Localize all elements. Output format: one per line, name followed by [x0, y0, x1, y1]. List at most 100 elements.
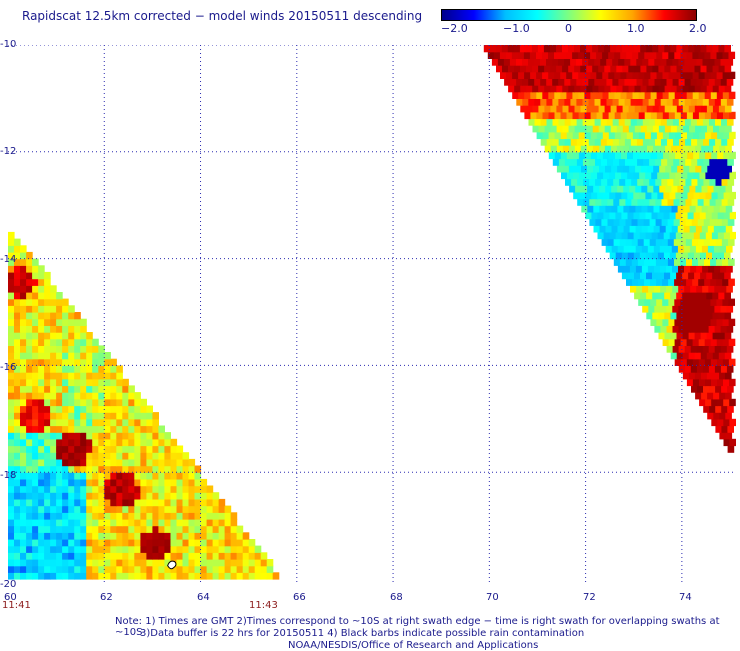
wind-diff-cell [128, 392, 135, 400]
wind-diff-cell [644, 111, 652, 120]
wind-diff-cell [710, 91, 718, 99]
wind-diff-cell [116, 458, 123, 467]
wind-diff-cell [86, 505, 93, 513]
wind-diff-cell [248, 539, 256, 547]
wind-diff-cell [544, 65, 551, 73]
wind-diff-cell [633, 231, 641, 240]
wind-diff-cell [152, 559, 159, 567]
wind-diff-cell [146, 512, 153, 520]
wind-diff-cell [526, 65, 533, 73]
wind-diff-cell [248, 545, 256, 553]
wind-diff-cell [74, 478, 81, 487]
wind-diff-cell [637, 198, 644, 206]
wind-diff-cell [14, 318, 21, 326]
wind-diff-cell [50, 465, 57, 473]
wind-diff-cell [628, 105, 636, 113]
wind-diff-cell [656, 318, 663, 326]
wind-diff-cell [700, 372, 708, 380]
wind-diff-cell [218, 565, 226, 573]
wind-diff-cell [717, 418, 724, 427]
wind-diff-cell [140, 425, 147, 433]
wind-diff-cell [666, 345, 674, 353]
wind-diff-cell [677, 225, 685, 233]
wind-diff-cell [690, 365, 698, 373]
wind-diff-cell [158, 525, 165, 533]
wind-diff-cell [674, 51, 681, 59]
wind-diff-cell [643, 158, 650, 166]
wind-diff-cell [671, 205, 679, 213]
wind-diff-cell [188, 565, 196, 573]
wind-diff-cell [661, 258, 669, 266]
wind-diff-cell [158, 452, 165, 460]
wind-diff-cell [68, 478, 75, 487]
wind-diff-cell [74, 358, 81, 366]
wind-diff-cell [706, 292, 713, 300]
wind-diff-cell [676, 125, 684, 133]
wind-diff-cell [146, 452, 153, 460]
wind-diff-cell [689, 185, 696, 193]
wind-diff-cell [729, 378, 736, 387]
wind-diff-cell [248, 565, 256, 573]
wind-diff-cell [661, 218, 669, 226]
wind-diff-cell [677, 165, 684, 173]
wind-diff-cell [514, 85, 521, 93]
wind-diff-cell [636, 138, 644, 146]
wind-diff-cell [92, 532, 99, 540]
wind-diff-cell [176, 559, 184, 567]
wind-diff-cell [548, 91, 555, 99]
wind-diff-cell [633, 191, 640, 200]
wind-diff-cell [619, 218, 627, 226]
wind-diff-cell [615, 151, 622, 160]
wind-diff-cell [8, 539, 15, 547]
wind-diff-cell [624, 78, 631, 86]
wind-diff-cell [578, 151, 586, 160]
wind-diff-cell [104, 552, 111, 560]
wind-diff-cell [648, 58, 655, 66]
wind-diff-cell [86, 392, 93, 400]
wind-diff-cell [687, 231, 695, 240]
wind-diff-cell [668, 278, 675, 286]
wind-diff-cell [110, 505, 117, 513]
wind-diff-cell [652, 45, 659, 53]
wind-diff-cell [164, 472, 171, 480]
wind-diff-cell [606, 118, 614, 126]
wind-diff-cell [705, 378, 712, 387]
wind-diff-cell [638, 278, 645, 286]
wind-diff-cell [622, 65, 629, 73]
wind-diff-cell [80, 372, 87, 380]
wind-diff-cell [613, 178, 620, 186]
wind-diff-cell [627, 231, 635, 240]
wind-diff-cell [608, 51, 615, 59]
wind-diff-cell [640, 105, 648, 113]
wind-diff-cell [134, 539, 141, 547]
wind-diff-cell [562, 45, 569, 53]
wind-diff-cell [8, 492, 15, 500]
wind-diff-cell [128, 518, 135, 527]
wind-diff-cell [74, 392, 81, 400]
wind-diff-cell [134, 525, 141, 533]
wind-diff-cell [116, 465, 123, 473]
wind-diff-cell [8, 265, 15, 273]
wind-diff-cell [104, 445, 111, 453]
wind-diff-cell [689, 245, 697, 253]
wind-diff-cell [26, 338, 33, 346]
wind-diff-cell [708, 98, 716, 106]
wind-diff-cell [56, 532, 63, 540]
wind-diff-cell [726, 265, 733, 273]
wind-diff-cell [717, 211, 725, 220]
wind-diff-cell [576, 58, 583, 66]
wind-diff-cell [680, 298, 687, 306]
wind-diff-cell [8, 385, 15, 393]
wind-diff-cell [26, 271, 33, 280]
wind-diff-cell [26, 378, 33, 387]
wind-diff-cell [44, 545, 51, 553]
wind-diff-cell [664, 105, 672, 113]
wind-diff-cell [691, 198, 699, 206]
wind-diff-cell [80, 485, 87, 493]
wind-diff-cell [50, 332, 57, 340]
wind-diff-cell [14, 385, 21, 393]
wind-diff-cell [140, 545, 147, 553]
wind-diff-cell [122, 478, 129, 487]
wind-diff-cell [629, 265, 637, 273]
wind-diff-cell [50, 412, 57, 420]
